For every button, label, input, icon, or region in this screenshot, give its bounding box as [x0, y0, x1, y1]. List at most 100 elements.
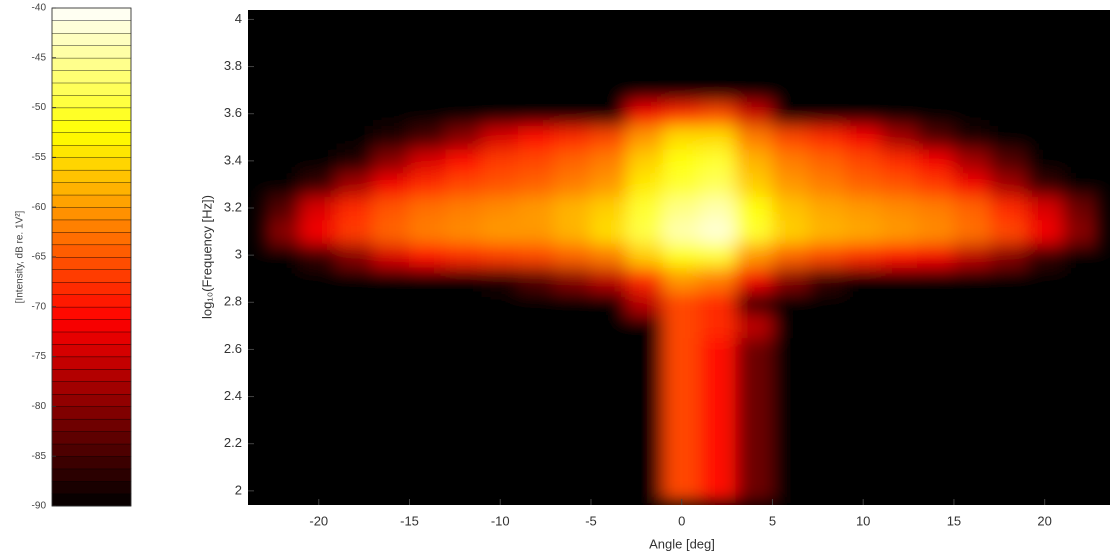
heat-cell: [953, 7, 990, 32]
heat-cell: [373, 7, 410, 32]
heat-cell: [881, 243, 918, 268]
colorbar-band: [52, 456, 131, 469]
heat-cell: [373, 243, 410, 268]
heat-cell: [917, 219, 954, 244]
heat-cell: [845, 125, 882, 150]
heat-cell: [300, 361, 337, 386]
heat-cell: [627, 337, 664, 362]
heat-cell: [1026, 78, 1063, 103]
heat-cell: [300, 125, 337, 150]
heat-cell: [590, 101, 627, 126]
heat-cell: [953, 125, 990, 150]
colorbar-band: [52, 319, 131, 332]
heat-cell: [990, 196, 1027, 221]
heat-cell: [590, 78, 627, 103]
heat-cell: [990, 31, 1027, 56]
heat-cell: [518, 149, 555, 174]
colorbar-band: [52, 382, 131, 395]
heat-cell: [445, 290, 482, 315]
heat-cell: [627, 290, 664, 315]
heat-cell: [808, 31, 845, 56]
heat-cell: [663, 314, 700, 339]
colorbar-band: [52, 357, 131, 370]
heat-cell: [264, 7, 301, 32]
heat-cell: [917, 384, 954, 409]
heat-cell: [845, 78, 882, 103]
heat-cell: [917, 266, 954, 291]
heat-cell: [808, 431, 845, 456]
colorbar-band: [52, 207, 131, 220]
heat-cell: [808, 408, 845, 433]
heat-cell: [409, 266, 446, 291]
heat-cell: [736, 31, 773, 56]
heat-cell: [445, 31, 482, 56]
heat-cell: [953, 455, 990, 480]
heat-cell: [1062, 172, 1099, 197]
heat-cell: [627, 479, 664, 504]
heat-cell: [518, 7, 555, 32]
colorbar-tick-label: -80: [32, 401, 47, 412]
colorbar-band: [52, 245, 131, 258]
heat-cell: [845, 196, 882, 221]
heat-cell: [772, 243, 809, 268]
heat-cell: [590, 266, 627, 291]
heat-cell: [699, 54, 736, 79]
heat-cell: [1062, 431, 1099, 456]
heat-cell: [699, 337, 736, 362]
heat-cell: [373, 78, 410, 103]
heat-cell: [300, 54, 337, 79]
colorbar-tick-label: -50: [32, 102, 47, 113]
heat-cell: [336, 31, 373, 56]
heat-cell: [445, 101, 482, 126]
heat-cell: [1026, 361, 1063, 386]
heat-cell: [264, 337, 301, 362]
colorbar-band: [52, 257, 131, 270]
heat-cell: [845, 290, 882, 315]
heat-cell: [917, 337, 954, 362]
heat-cell: [409, 101, 446, 126]
heat-cell: [990, 337, 1027, 362]
heat-cell: [845, 149, 882, 174]
heat-cell: [409, 479, 446, 504]
heat-cell: [627, 243, 664, 268]
heat-cell: [808, 219, 845, 244]
heat-cell: [845, 361, 882, 386]
heat-cell: [881, 408, 918, 433]
heat-cell: [953, 149, 990, 174]
heat-cell: [1026, 196, 1063, 221]
x-tick-label: -10: [491, 513, 510, 528]
heat-cell: [699, 290, 736, 315]
heat-cell: [845, 7, 882, 32]
heat-cell: [590, 219, 627, 244]
y-tick-label: 2.2: [224, 435, 242, 450]
y-tick-label: 3: [235, 247, 242, 262]
heat-cell: [300, 149, 337, 174]
heat-cell: [554, 101, 591, 126]
heat-cell: [808, 7, 845, 32]
heat-cell: [663, 31, 700, 56]
heat-cell: [736, 290, 773, 315]
heat-cell: [917, 196, 954, 221]
heat-cell: [627, 266, 664, 291]
heat-cell: [482, 196, 519, 221]
heat-cell: [264, 149, 301, 174]
heat-cell: [409, 219, 446, 244]
colorbar-tick-label: -55: [32, 152, 47, 163]
heat-cell: [699, 266, 736, 291]
heat-cell: [518, 125, 555, 150]
heat-cell: [518, 54, 555, 79]
heat-cell: [518, 78, 555, 103]
heat-cell: [990, 431, 1027, 456]
heat-cell: [663, 290, 700, 315]
heat-cell: [336, 455, 373, 480]
heat-cell: [554, 54, 591, 79]
heat-cell: [482, 149, 519, 174]
heat-cell: [482, 408, 519, 433]
heat-cell: [953, 290, 990, 315]
chart: -90-85-80-75-70-65-60-55-50-45-40 Angle …: [0, 0, 1110, 559]
heat-cell: [409, 290, 446, 315]
heat-cell: [590, 196, 627, 221]
y-tick-label: 3.2: [224, 199, 242, 214]
heat-cell: [663, 337, 700, 362]
heat-cell: [336, 243, 373, 268]
